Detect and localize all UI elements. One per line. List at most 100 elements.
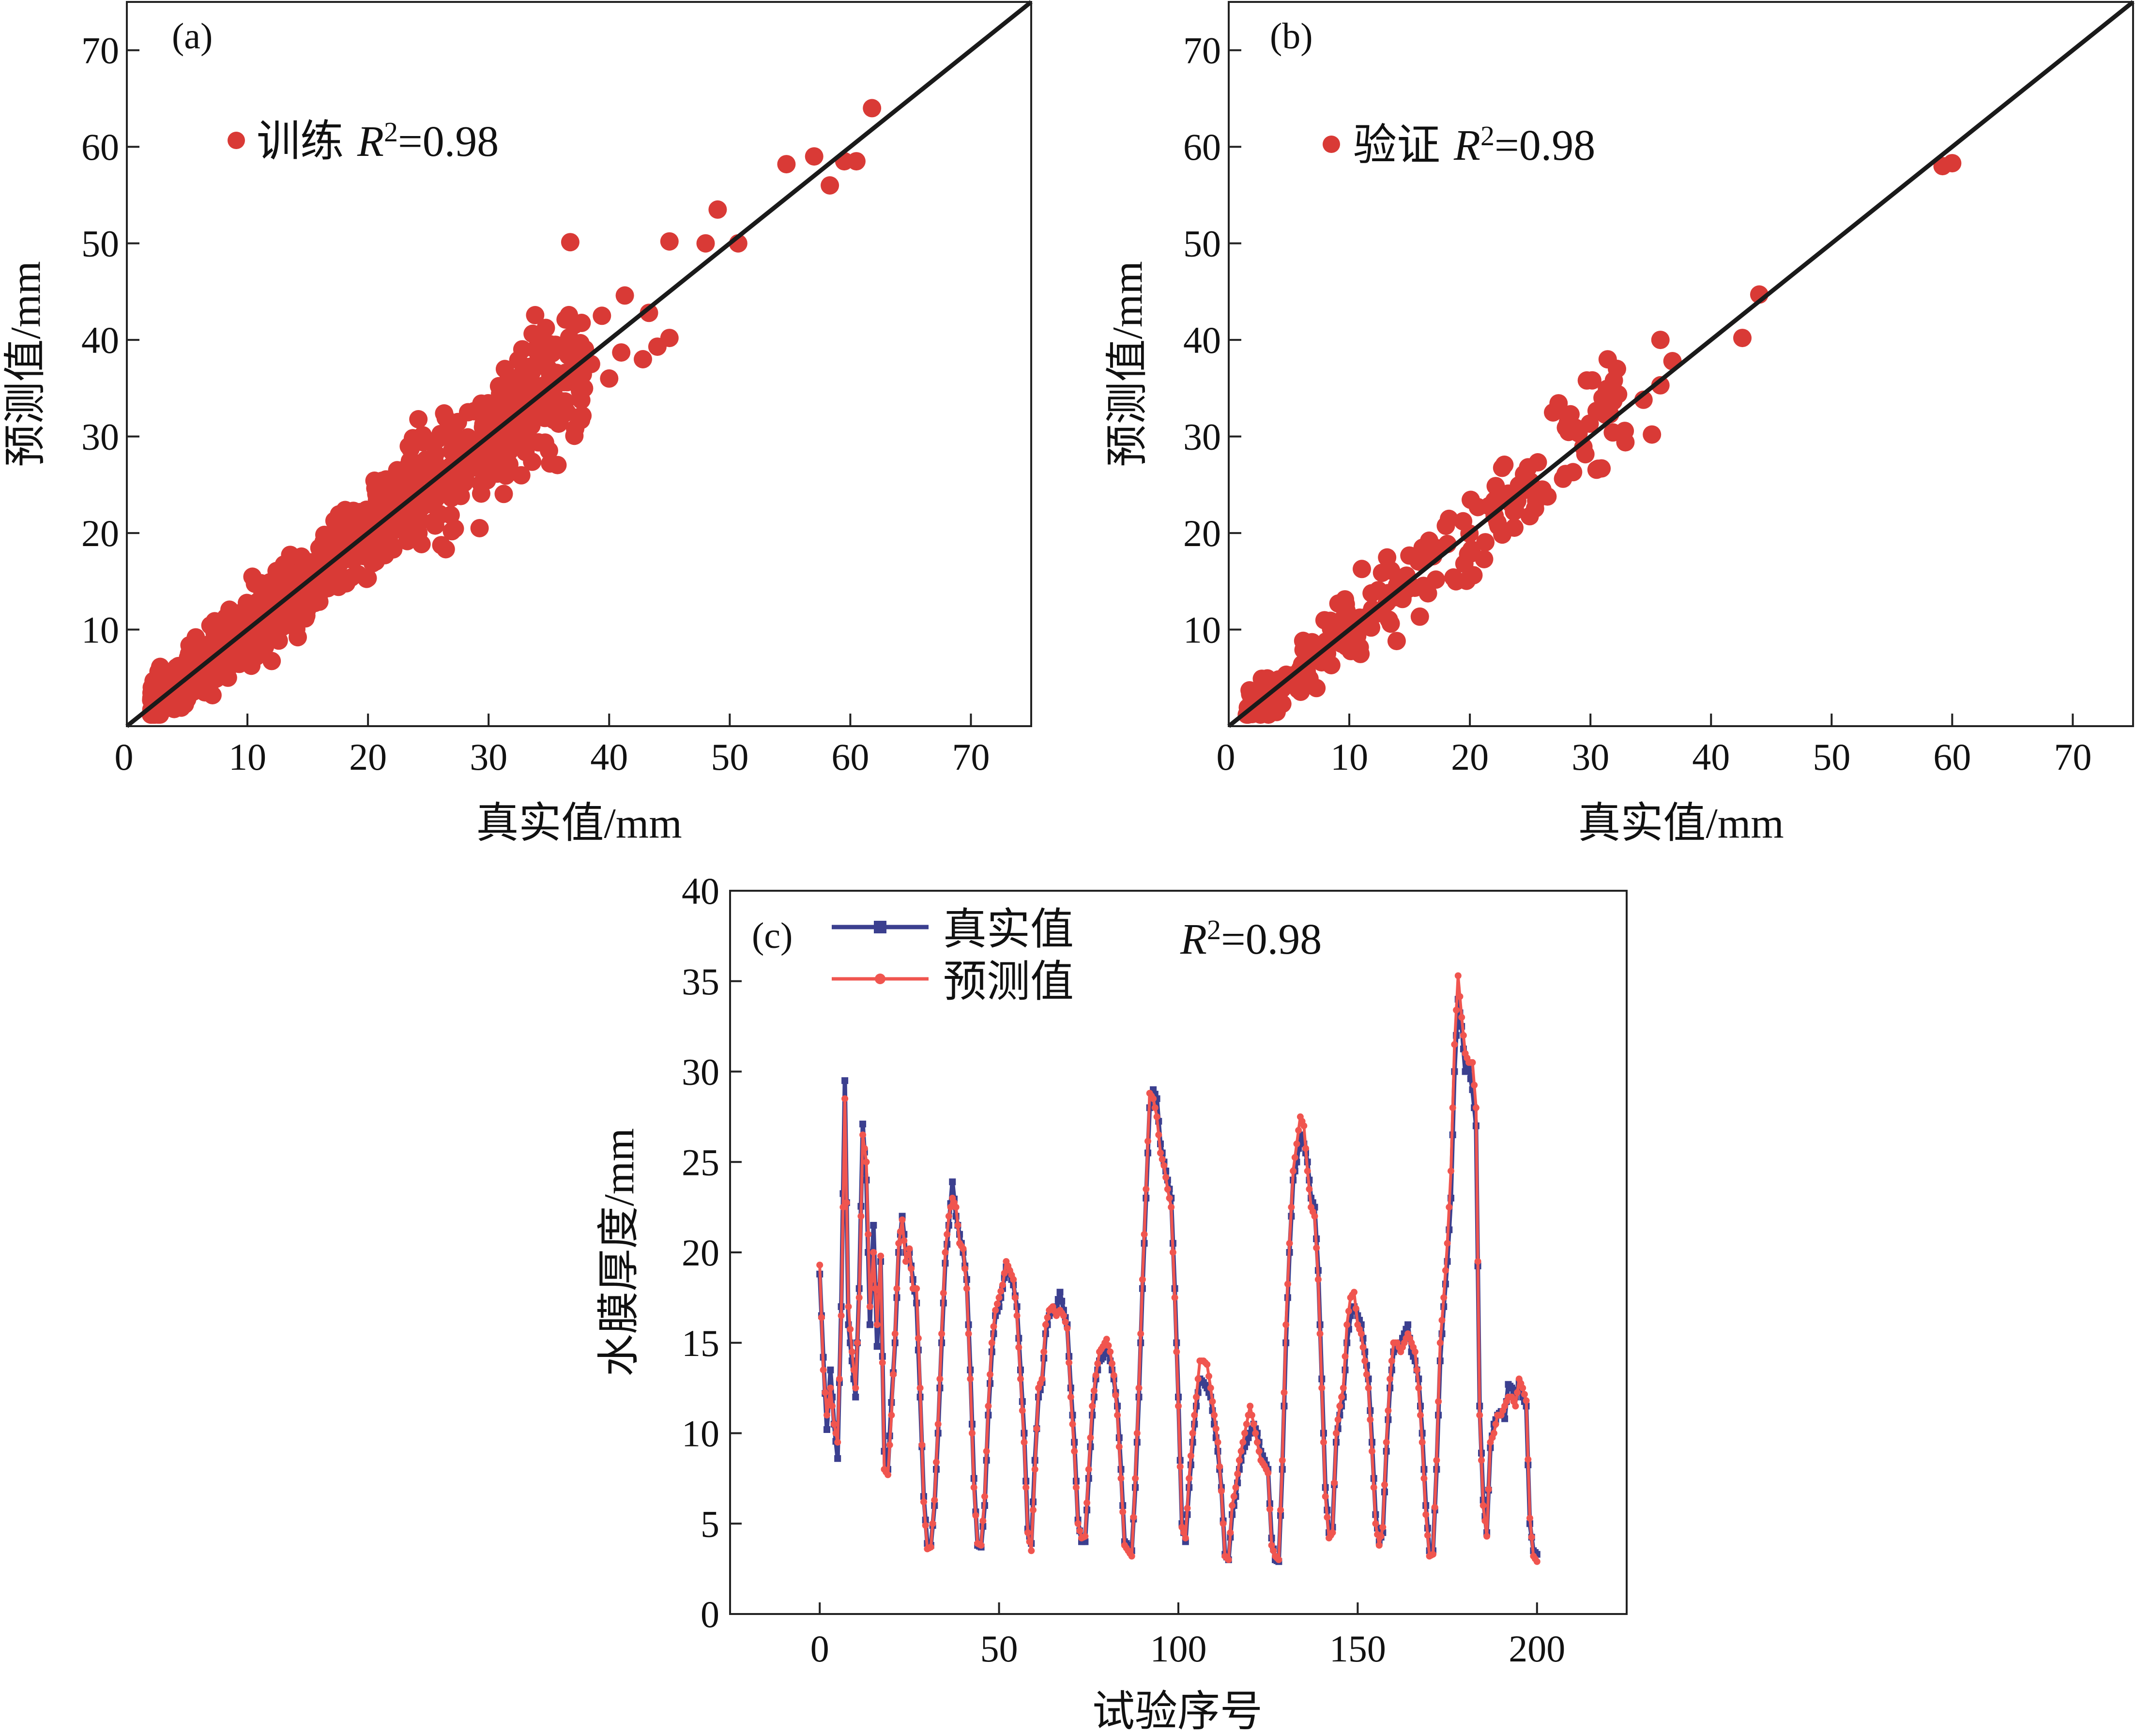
scatter-point xyxy=(526,306,545,324)
panel-a-xlabel: 真实值/mm xyxy=(476,800,682,847)
panel-b-r2-symbol: R xyxy=(1453,122,1480,169)
scatter-point xyxy=(174,685,193,703)
series-pred-point xyxy=(879,1359,886,1366)
panel-c-legend: 真实值 预测值 xyxy=(832,906,1074,1006)
series-pred-point xyxy=(1526,1515,1533,1522)
series-pred-point xyxy=(820,1366,827,1373)
scatter-point xyxy=(280,611,299,630)
series-pred-point xyxy=(1072,1484,1080,1491)
series-pred-point xyxy=(1411,1348,1418,1355)
series-pred-point xyxy=(1290,1167,1297,1174)
series-true-point xyxy=(824,1426,830,1433)
series-pred-point xyxy=(915,1335,922,1342)
panel-a-reference-line xyxy=(125,0,1033,728)
series-pred-point xyxy=(1365,1385,1372,1392)
x-tick-label: 200 xyxy=(1509,1628,1565,1670)
series-pred-point xyxy=(1187,1452,1194,1460)
series-pred-point xyxy=(1143,1186,1150,1193)
scatter-point xyxy=(1464,566,1483,585)
legend-true-label: 真实值 xyxy=(943,906,1074,954)
series-pred-point xyxy=(1089,1402,1096,1410)
series-pred-point xyxy=(1340,1385,1347,1392)
scatter-point xyxy=(513,340,532,359)
series-pred-point xyxy=(1422,1511,1430,1518)
scatter-point xyxy=(1414,577,1433,595)
series-pred-point xyxy=(1377,1533,1385,1540)
y-tick-label: 70 xyxy=(1183,30,1221,72)
scatter-point xyxy=(458,403,477,422)
series-pred-point xyxy=(1042,1321,1049,1328)
series-pred-point xyxy=(1178,1523,1186,1531)
x-tick-label: 60 xyxy=(831,736,869,778)
series-pred-point xyxy=(1151,1104,1159,1112)
series-pred-point xyxy=(1110,1372,1117,1379)
scatter-point xyxy=(805,147,824,166)
panel-b-legend: 验证 R2=0.98 xyxy=(1353,120,1595,169)
x-tick-label: 50 xyxy=(711,736,748,778)
series-pred-point xyxy=(1338,1393,1345,1401)
series-pred-point xyxy=(1519,1385,1526,1392)
series-pred-point xyxy=(829,1402,836,1410)
series-pred-point xyxy=(992,1307,999,1314)
x-tick-label: 150 xyxy=(1329,1628,1386,1670)
series-pred-point xyxy=(1204,1361,1211,1368)
scatter-point xyxy=(470,519,489,537)
series-pred-point xyxy=(893,1285,900,1292)
x-tick-label: 40 xyxy=(590,736,628,778)
scatter-point xyxy=(506,390,525,409)
scatter-point xyxy=(573,406,592,425)
series-pred-point xyxy=(1114,1412,1121,1419)
series-pred-point xyxy=(988,1339,995,1346)
series-pred-point xyxy=(1218,1488,1225,1494)
series-pred-point xyxy=(1074,1520,1082,1527)
series-pred-point xyxy=(1453,1006,1460,1014)
scatter-point xyxy=(1603,423,1622,442)
series-pred-point xyxy=(1472,1104,1479,1112)
series-pred-point xyxy=(1237,1447,1245,1455)
series-pred-point xyxy=(1083,1499,1091,1507)
series-pred-point xyxy=(979,1517,987,1524)
legend-true-marker xyxy=(874,921,886,933)
scatter-point xyxy=(485,399,504,418)
series-pred-point xyxy=(1184,1505,1191,1512)
series-pred-point xyxy=(834,1439,841,1446)
panel-a-ylabel: 预测值/mm xyxy=(2,261,49,467)
scatter-point xyxy=(451,487,470,505)
series-true-point xyxy=(852,1393,859,1401)
series-pred-point xyxy=(1336,1402,1343,1410)
scatter-point xyxy=(1592,459,1611,478)
series-pred-point xyxy=(993,1300,1001,1308)
series-pred-point xyxy=(990,1323,997,1330)
scatter-point xyxy=(575,379,594,398)
series-pred-point xyxy=(1449,1104,1456,1112)
series-pred-point xyxy=(1454,972,1462,979)
scatter-point xyxy=(1476,533,1495,552)
series-pred-point xyxy=(1528,1534,1535,1541)
x-tick-label: 0 xyxy=(115,736,134,778)
series-pred-point xyxy=(1460,1032,1467,1039)
scatter-point xyxy=(203,686,222,704)
scatter-point xyxy=(1943,154,1962,173)
series-pred-point xyxy=(1162,1174,1170,1181)
series-pred-point xyxy=(954,1222,961,1229)
series-pred-point xyxy=(1345,1308,1352,1315)
series-pred-point xyxy=(841,1095,849,1102)
series-pred-point xyxy=(1069,1420,1076,1428)
series-pred-point xyxy=(1367,1416,1374,1423)
legend-pred-marker xyxy=(875,974,885,984)
series-pred-point xyxy=(942,1249,949,1256)
series-pred-point xyxy=(1424,1532,1431,1539)
series-pred-point xyxy=(1103,1336,1110,1343)
scatter-point xyxy=(1577,371,1596,390)
series-pred-point xyxy=(933,1459,940,1466)
series-pred-point xyxy=(940,1290,947,1296)
series-pred-point xyxy=(936,1375,944,1383)
series-pred-point xyxy=(884,1471,891,1478)
scatter-point xyxy=(1538,487,1557,506)
series-pred-point xyxy=(1293,1140,1300,1147)
panel-a-r2-exp: 2 xyxy=(384,116,398,148)
series-pred-point xyxy=(1011,1294,1019,1301)
panel-c-r2-value: =0.98 xyxy=(1221,915,1322,963)
series-pred-point xyxy=(1150,1095,1157,1102)
scatter-point xyxy=(488,464,506,483)
